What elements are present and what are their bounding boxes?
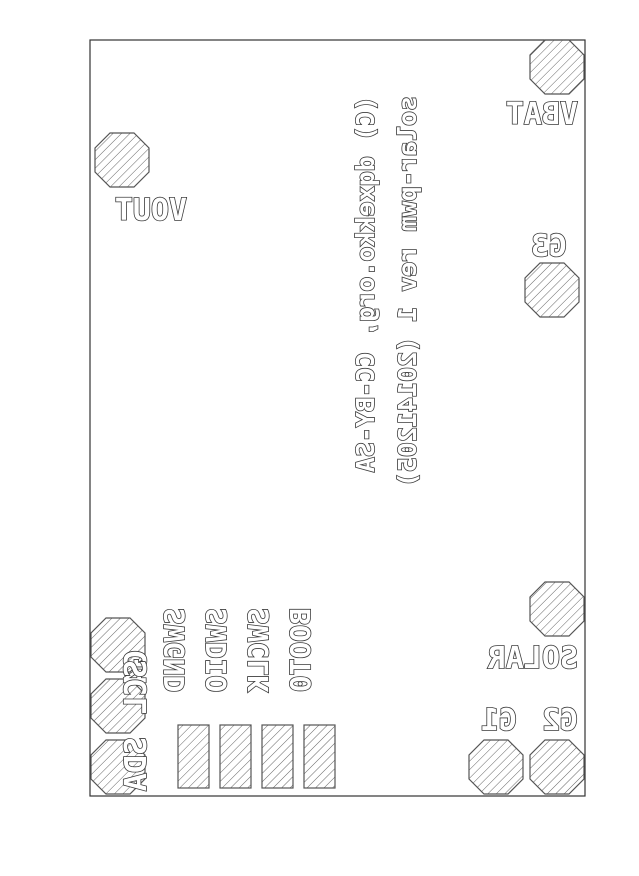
g3-label: G3 bbox=[531, 229, 567, 264]
boot0-pad[interactable] bbox=[303, 724, 336, 789]
vout-pad[interactable] bbox=[94, 132, 150, 188]
swdio-pad[interactable] bbox=[219, 724, 252, 789]
swgnd-pad[interactable] bbox=[177, 724, 210, 789]
revision-text: solar-pwm rev 1 (20141205) bbox=[393, 96, 422, 487]
swclk-label: SWCLK bbox=[242, 608, 275, 692]
g1-pad[interactable] bbox=[468, 739, 524, 795]
sda-label: SDA bbox=[119, 737, 154, 791]
g3-pad[interactable] bbox=[524, 262, 580, 318]
swclk-pad[interactable] bbox=[261, 724, 294, 789]
g1-label: G1 bbox=[481, 703, 517, 738]
g2-pad[interactable] bbox=[529, 739, 585, 795]
boot0-label: BOOT0 bbox=[284, 608, 317, 692]
board-outline bbox=[89, 39, 586, 797]
scl-label: SCL bbox=[119, 660, 154, 714]
vbat-pad[interactable] bbox=[529, 39, 585, 95]
vbat-label: VBAT bbox=[506, 97, 578, 132]
solar-pad[interactable] bbox=[529, 581, 585, 637]
swdio-label: SWDIO bbox=[200, 608, 233, 692]
vout-label: VOUT bbox=[115, 193, 187, 228]
solar-label: SOLAR bbox=[487, 641, 578, 676]
scl-pad[interactable] bbox=[90, 678, 146, 734]
g4-pad[interactable] bbox=[90, 617, 146, 673]
copyright-text: (C) dqxekko.org, CC-BY-SA bbox=[351, 96, 380, 472]
g2-label: G2 bbox=[542, 703, 578, 738]
sda-pad[interactable] bbox=[90, 739, 146, 795]
g4-label: G4 bbox=[119, 650, 154, 686]
swgnd-label: SWGND bbox=[158, 608, 191, 692]
